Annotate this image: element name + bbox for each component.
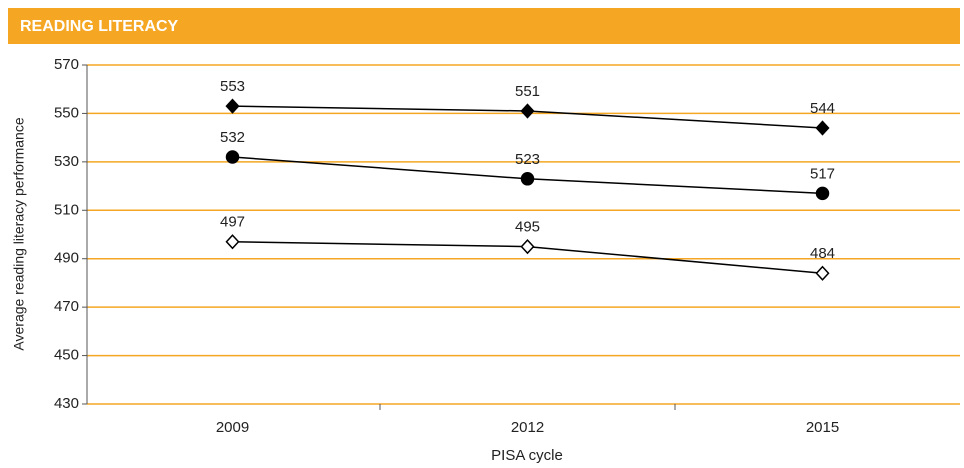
data-label: 532 — [220, 129, 245, 146]
marker — [225, 98, 240, 114]
data-label: 495 — [515, 219, 540, 236]
y-tick-label: 510 — [54, 201, 79, 218]
data-label: 484 — [810, 245, 835, 262]
x-tick-label: 2015 — [806, 419, 839, 436]
marker — [815, 265, 830, 281]
y-axis-label: Average reading literacy performance — [11, 117, 27, 350]
data-label: 544 — [810, 100, 835, 117]
data-label: 523 — [515, 151, 540, 168]
x-tick-label: 2009 — [216, 419, 249, 436]
marker — [225, 234, 240, 250]
data-label: 517 — [810, 165, 835, 182]
y-tick-label: 550 — [54, 104, 79, 121]
marker — [520, 103, 535, 119]
y-tick-label: 450 — [54, 347, 79, 364]
data-label: 497 — [220, 214, 245, 231]
y-tick-label: 470 — [54, 298, 79, 315]
data-label: 553 — [220, 78, 245, 95]
x-tick-label: 2012 — [511, 419, 544, 436]
y-tick-label: 570 — [54, 56, 79, 73]
y-tick-label: 490 — [54, 250, 79, 267]
x-axis-label: PISA cycle — [491, 447, 563, 464]
chart-title: READING LITERACY — [20, 18, 179, 35]
marker — [815, 120, 830, 136]
marker — [520, 239, 535, 255]
y-tick-label: 430 — [54, 395, 79, 412]
header-bar — [8, 8, 960, 44]
y-tick-label: 530 — [54, 153, 79, 170]
marker — [815, 186, 830, 201]
data-label: 551 — [515, 83, 540, 100]
marker — [225, 150, 240, 164]
marker — [520, 172, 535, 186]
